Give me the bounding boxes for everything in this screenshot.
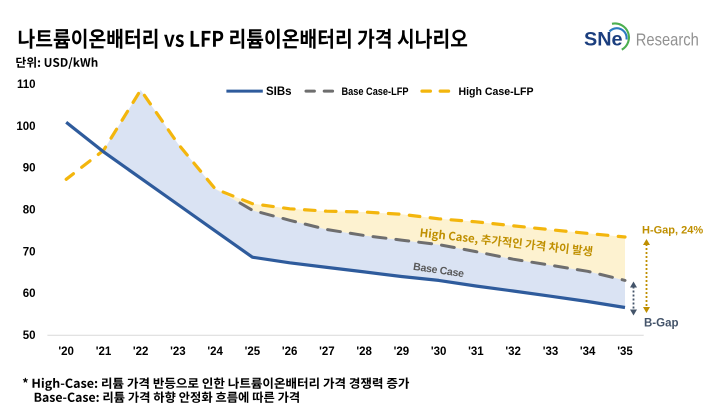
svg-text:60: 60: [23, 288, 36, 300]
svg-text:'24: '24: [207, 346, 223, 358]
svg-text:'27: '27: [319, 346, 335, 358]
svg-text:50: 50: [23, 330, 36, 342]
svg-text:110: 110: [17, 79, 36, 91]
svg-text:'28: '28: [356, 346, 372, 358]
svg-text:B-Gap: B-Gap: [644, 318, 679, 330]
svg-text:'32: '32: [505, 346, 521, 358]
svg-text:80: 80: [23, 205, 36, 217]
svg-text:'30: '30: [431, 346, 447, 358]
svg-text:90: 90: [23, 163, 36, 175]
svg-text:'34: '34: [580, 346, 596, 358]
svg-text:100: 100: [16, 121, 35, 133]
svg-text:'29: '29: [394, 346, 410, 358]
svg-text:H-Gap, 24%: H-Gap, 24%: [642, 225, 703, 237]
svg-text:'31: '31: [468, 346, 484, 358]
svg-text:Base Case-LFP: Base Case-LFP: [342, 86, 409, 98]
svg-text:70: 70: [23, 246, 36, 258]
svg-text:SNe: SNe: [584, 29, 623, 51]
svg-text:'23: '23: [170, 346, 186, 358]
svg-text:'22: '22: [133, 346, 149, 358]
svg-text:'35: '35: [617, 346, 633, 358]
svg-text:SIBs: SIBs: [266, 86, 292, 98]
svg-text:'21: '21: [96, 346, 112, 358]
svg-text:High Case-LFP: High Case-LFP: [459, 86, 534, 98]
svg-text:'33: '33: [543, 346, 559, 358]
svg-text:Research: Research: [636, 30, 699, 50]
svg-text:'26: '26: [282, 346, 298, 358]
svg-text:'20: '20: [58, 346, 74, 358]
svg-text:'25: '25: [245, 346, 261, 358]
